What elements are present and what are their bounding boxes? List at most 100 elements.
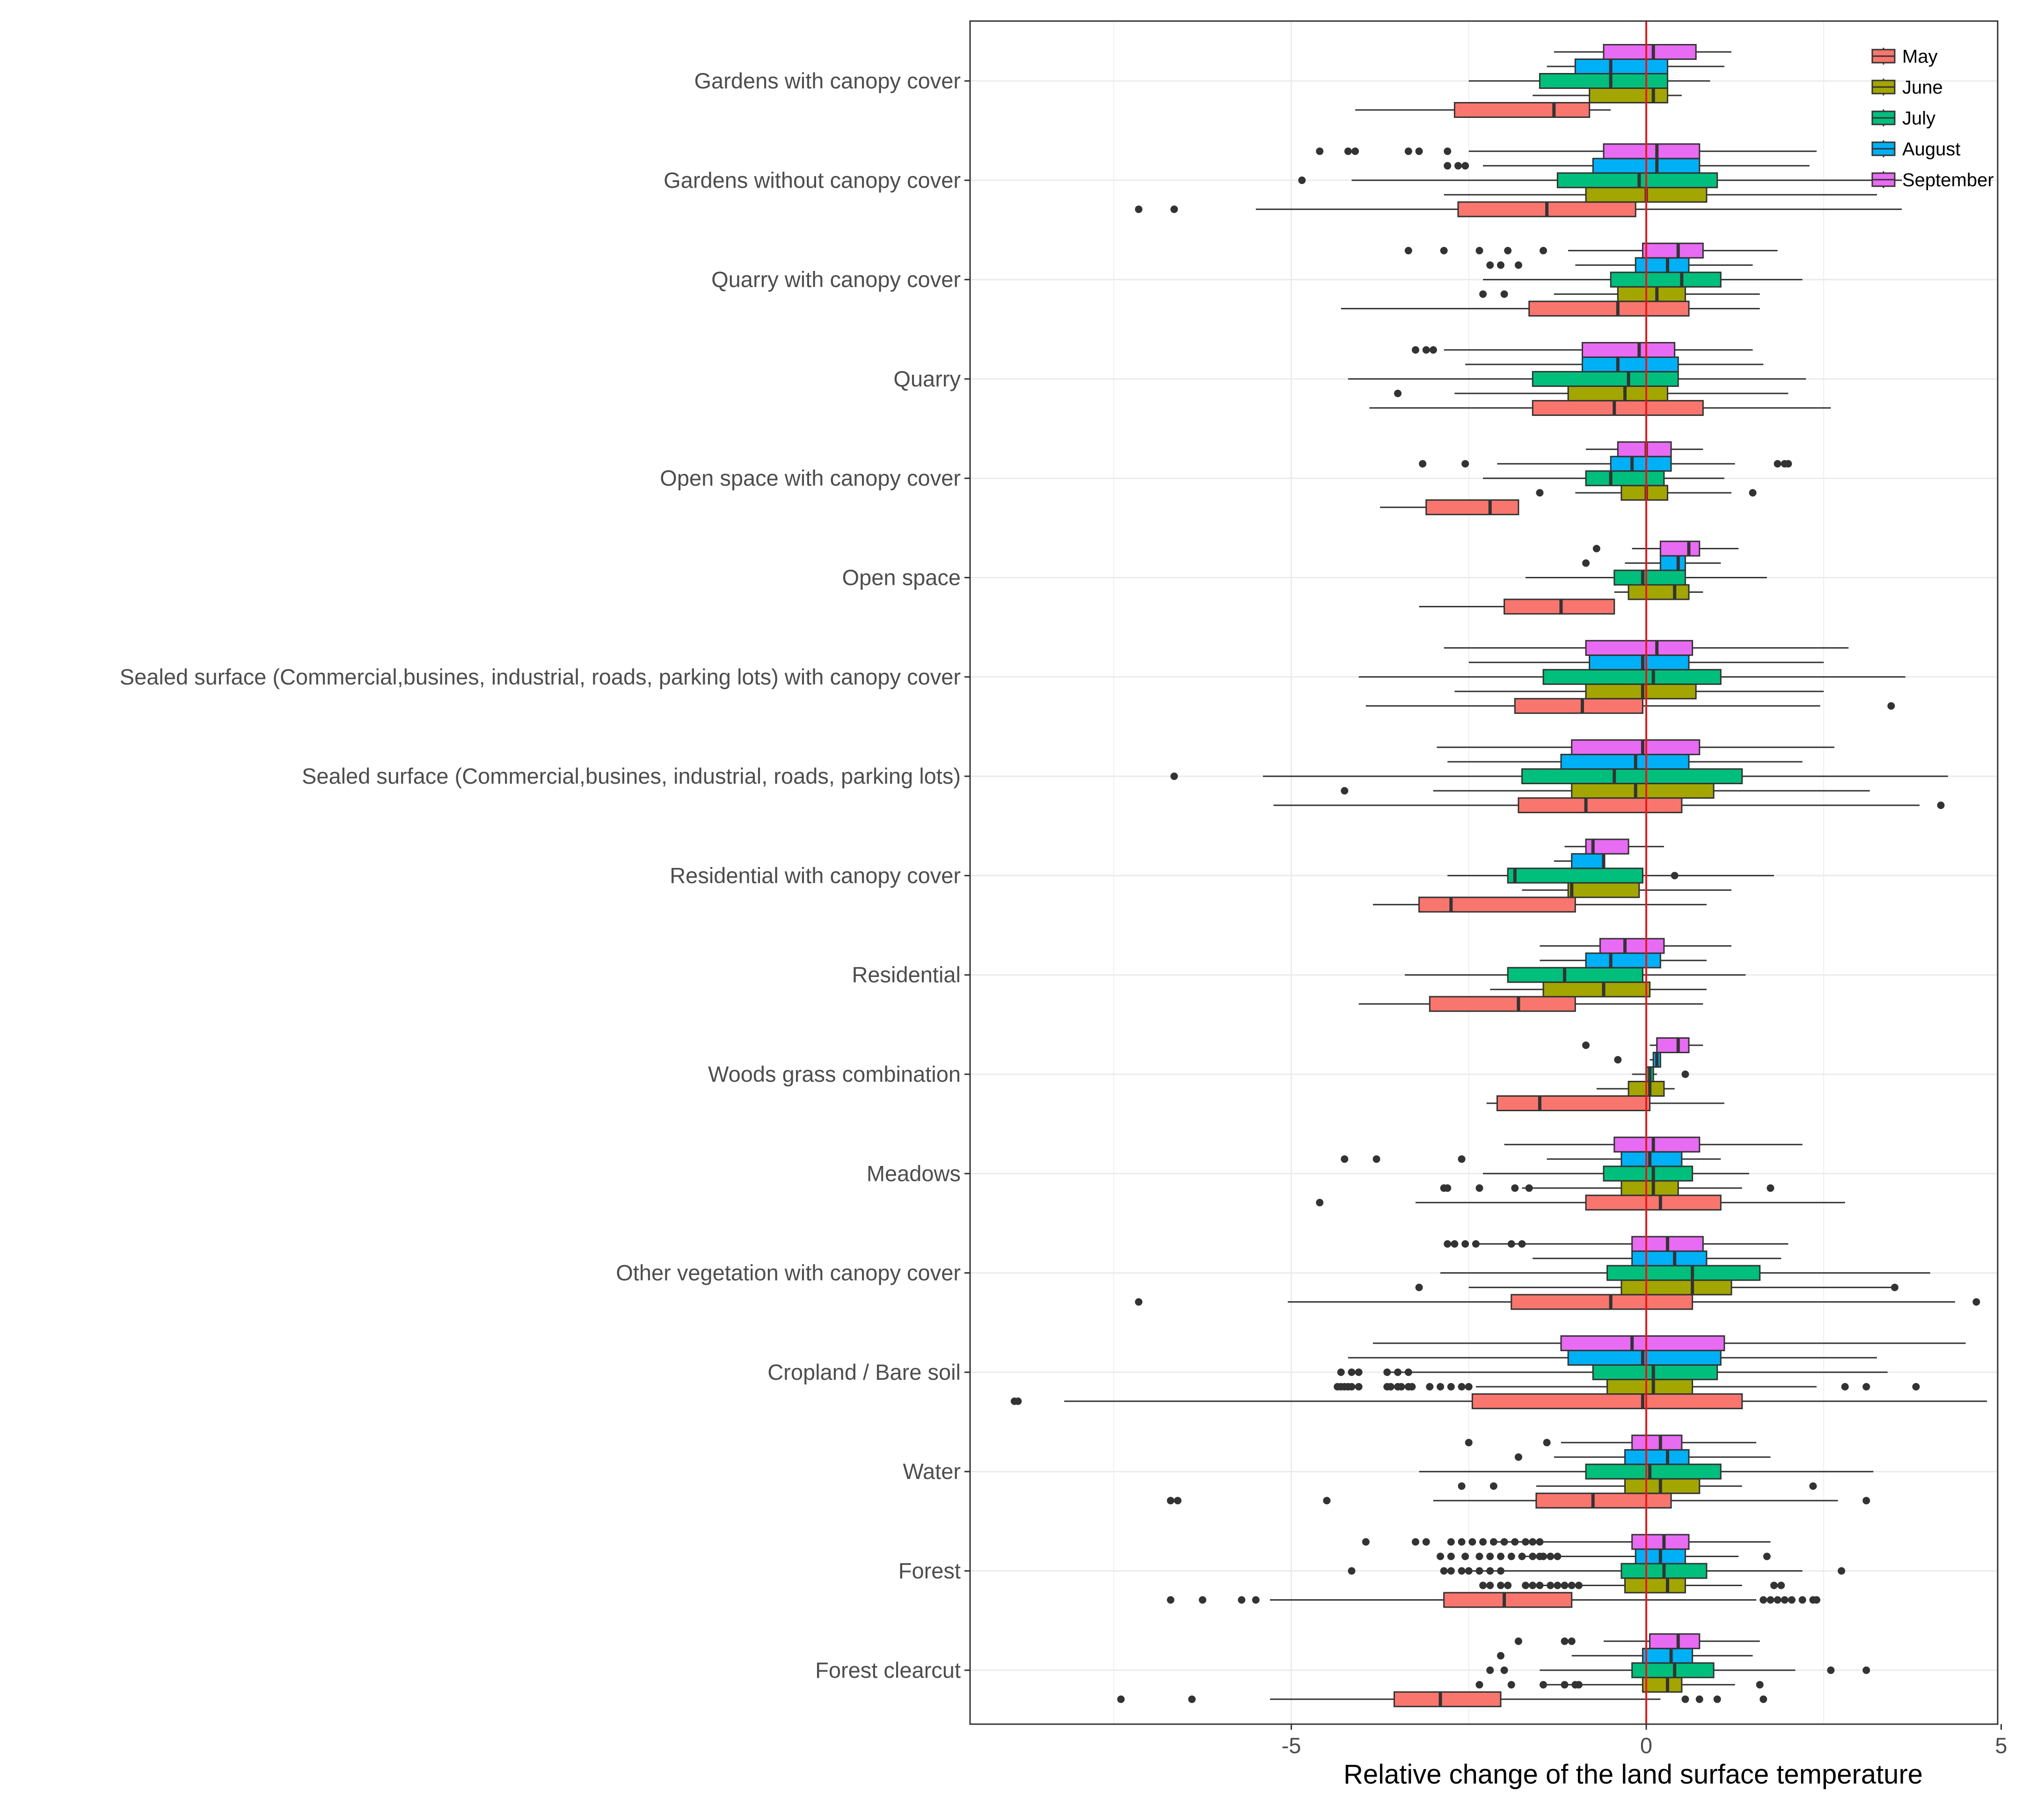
outlier-point	[1014, 1397, 1022, 1405]
outlier-point	[1170, 772, 1178, 780]
box-july	[1483, 470, 1724, 487]
box-july	[1405, 967, 1746, 983]
outlier-point	[1500, 290, 1508, 298]
box-july	[1440, 1265, 1930, 1281]
outlier-point	[1437, 1383, 1445, 1391]
box-body	[1603, 143, 1701, 160]
box-body	[1518, 797, 1683, 814]
outlier-point	[1458, 1567, 1466, 1575]
outlier-point	[1543, 1439, 1551, 1447]
outlier-point	[1451, 1240, 1459, 1248]
box-june	[1341, 783, 1870, 799]
outlier-point	[1937, 801, 1945, 809]
outlier-point	[1394, 389, 1402, 397]
outlier-point	[1504, 1581, 1512, 1589]
box-august	[1533, 1250, 1781, 1267]
box-june	[1334, 1378, 1920, 1395]
box-body	[1429, 996, 1576, 1012]
box-may	[1167, 1592, 1821, 1608]
outlier-point	[1784, 460, 1792, 468]
outlier-point	[1862, 1497, 1870, 1505]
outlier-point	[1383, 1368, 1391, 1376]
box-may	[1316, 1194, 1845, 1211]
box-july	[1337, 1364, 1888, 1380]
outlier-point	[1518, 1240, 1526, 1248]
legend-label: September	[1902, 170, 1994, 190]
box-may	[1369, 400, 1831, 416]
category-label: Open space with canopy cover	[660, 466, 961, 490]
box-july	[1468, 73, 1710, 89]
box-body	[1535, 1493, 1672, 1509]
panel-border	[969, 20, 1999, 1725]
outlier-point	[1507, 1240, 1515, 1248]
box-july	[1419, 1464, 1874, 1480]
box-june	[1490, 981, 1707, 998]
outlier-point	[1813, 1596, 1821, 1604]
outlier-point	[1454, 162, 1462, 170]
outlier-point	[1422, 346, 1430, 354]
outlier-point	[1475, 1552, 1483, 1560]
box-body	[1606, 1265, 1761, 1281]
outlier-point	[1404, 1368, 1412, 1376]
box-body	[1507, 867, 1643, 884]
box-body	[1567, 1349, 1722, 1366]
box-august	[1437, 1548, 1771, 1565]
box-september	[1540, 938, 1732, 954]
box-september	[1554, 44, 1732, 60]
box-may	[1341, 300, 1760, 317]
box-body	[1581, 356, 1679, 372]
category-label: Cropland / Bare soil	[767, 1360, 961, 1384]
box-june	[1458, 1478, 1817, 1494]
box-body	[1542, 981, 1651, 998]
outlier-point	[1135, 205, 1143, 213]
outlier-point	[1461, 1240, 1469, 1248]
box-september	[1465, 1435, 1757, 1451]
box-july	[1348, 371, 1806, 387]
outlier-point	[1767, 1596, 1774, 1604]
box-body	[1453, 102, 1591, 118]
outlier-point	[1568, 1581, 1576, 1589]
category-label: Other vegetation with canopy cover	[616, 1260, 961, 1285]
outlier-point	[1514, 261, 1522, 269]
outlier-point	[1458, 1538, 1466, 1546]
box-september	[1411, 342, 1753, 358]
box-july	[1298, 172, 1902, 189]
outlier-point	[1536, 1538, 1544, 1546]
box-body	[1621, 1180, 1679, 1196]
legend-label: July	[1902, 108, 1935, 129]
outlier-point	[1316, 147, 1324, 155]
outlier-point	[1777, 1581, 1785, 1589]
outlier-point	[1351, 147, 1359, 155]
outlier-point	[1671, 872, 1679, 880]
box-august	[1447, 754, 1803, 770]
outlier-point	[1887, 702, 1895, 710]
outlier-point	[1135, 1298, 1143, 1306]
outlier-point	[1756, 1681, 1764, 1689]
outlier-point	[1568, 1637, 1576, 1645]
outlier-point	[1170, 205, 1178, 213]
outlier-point	[1475, 1681, 1483, 1689]
outlier-point	[1167, 1497, 1175, 1505]
outlier-point	[1497, 1581, 1505, 1589]
box-body	[1631, 1534, 1690, 1550]
outlier-point	[1525, 1184, 1533, 1192]
outlier-point	[1809, 1482, 1817, 1490]
outlier-point	[1238, 1596, 1246, 1604]
outlier-point	[1972, 1298, 1980, 1306]
outlier-point	[1461, 162, 1469, 170]
box-july	[1170, 768, 1948, 785]
box-june	[1394, 385, 1788, 401]
outlier-point	[1348, 1368, 1356, 1376]
box-may	[1135, 1294, 1980, 1310]
outlier-point	[1468, 1538, 1476, 1546]
box-august	[1540, 952, 1707, 969]
outlier-point	[1252, 1596, 1260, 1604]
outlier-point	[1419, 460, 1427, 468]
box-body	[1542, 669, 1722, 685]
box-august	[1465, 356, 1764, 372]
outlier-point	[1479, 1538, 1487, 1546]
outlier-point	[1461, 1552, 1469, 1560]
outlier-point	[1759, 1596, 1767, 1604]
outlier-point	[1781, 1596, 1788, 1604]
